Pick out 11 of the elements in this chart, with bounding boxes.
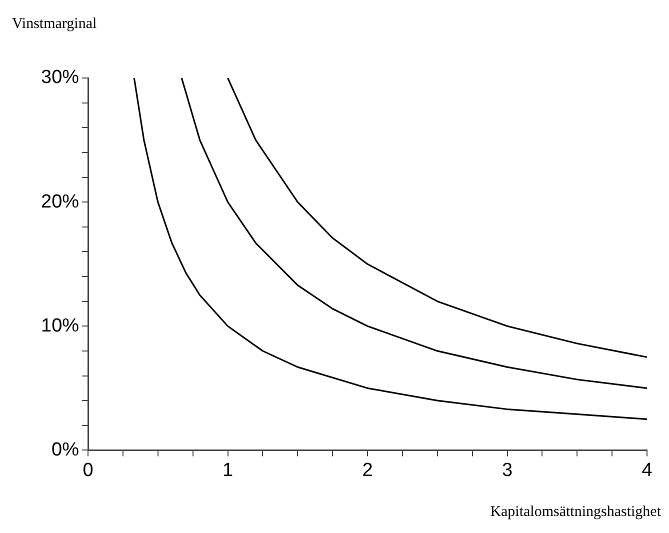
x-tick-label: 0 (82, 460, 94, 481)
y-tick-label: 10% (40, 315, 80, 336)
x-tick-label: 2 (362, 460, 373, 481)
y-axis-title: Vinstmarginal (12, 16, 97, 33)
y-tick-label: 0% (52, 439, 80, 460)
x-tick-label: 1 (222, 460, 234, 481)
x-tick-label: 3 (502, 460, 513, 481)
x-tick-label: 4 (642, 460, 653, 481)
y-tick-label: 30% (40, 67, 80, 88)
y-tick-label: 20% (40, 191, 80, 212)
x-axis-title: Kapitalomsättningshastighet (490, 504, 661, 521)
